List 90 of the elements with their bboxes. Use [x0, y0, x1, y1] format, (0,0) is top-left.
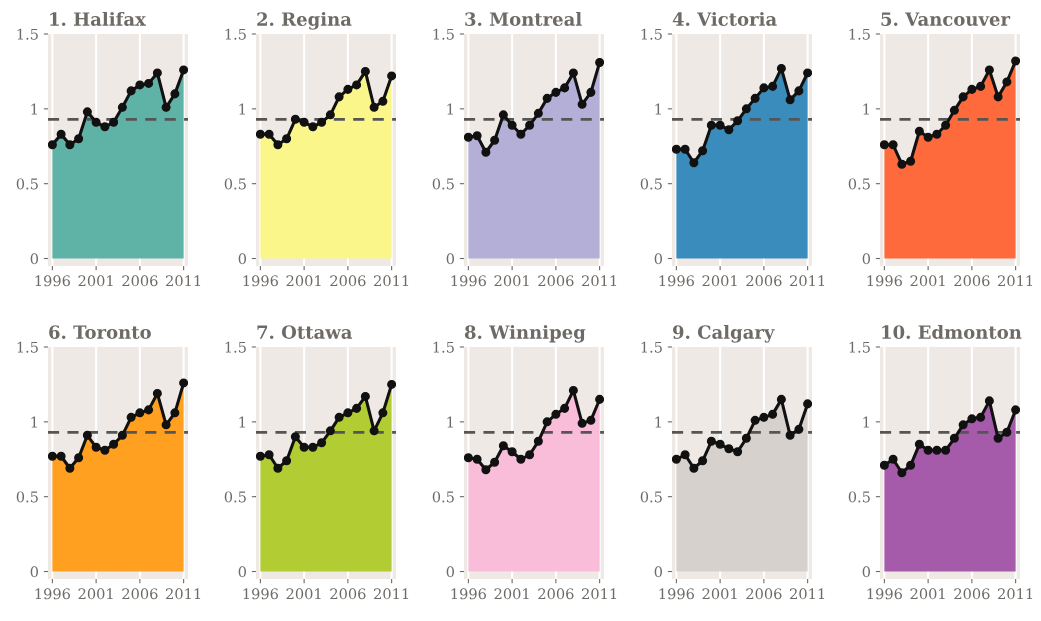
x-tick-label: 2001	[78, 275, 113, 287]
y-tick-label: 0.5	[16, 491, 38, 503]
y-tick-label: 1.5	[641, 341, 662, 353]
x-tick-label: 1996	[243, 588, 279, 600]
y-tick-label: 0.5	[224, 491, 246, 503]
y-tick-label: 1	[863, 103, 869, 115]
x-tick-label: 2001	[78, 588, 113, 600]
x-tick-label: 2006	[746, 275, 782, 287]
x-tick-label: 2011	[582, 275, 617, 287]
chart-title: 5. Vancouver	[881, 12, 1011, 26]
y-tick-label: 0.5	[224, 178, 246, 190]
chart-title: 9. Calgary	[672, 324, 775, 343]
x-tick-label: 1996	[867, 275, 903, 287]
y-tick-label: 0	[30, 253, 38, 265]
x-tick-label: 2011	[374, 275, 409, 287]
x-tick-label: 2006	[538, 275, 574, 287]
x-tick-label: 2011	[166, 588, 201, 600]
x-tick-label: 2006	[330, 588, 366, 600]
x-tick-label: 2011	[790, 588, 825, 600]
y-tick-label: 0	[30, 566, 38, 578]
y-tick-label: 1	[239, 103, 245, 115]
chart-title: 1. Halifax	[50, 11, 146, 26]
y-tick-label: 1.5	[17, 28, 38, 40]
x-tick-label: 2006	[330, 275, 366, 287]
y-tick-label: 0.5	[640, 491, 662, 503]
x-tick-label: 1996	[243, 275, 279, 287]
y-tick-label: 1	[239, 416, 245, 428]
y-tick-label: 1.5	[225, 28, 246, 40]
x-tick-label: 2011	[166, 275, 201, 287]
x-tick-label: 1996	[451, 588, 487, 600]
chart-title: 7. Ottawa	[257, 325, 353, 339]
x-tick-label: 2006	[122, 275, 158, 287]
y-tick-label: 0.5	[432, 178, 454, 190]
y-tick-label: 0.5	[16, 178, 38, 190]
y-tick-label: 0.5	[848, 491, 870, 503]
y-tick-label: 0	[654, 253, 662, 265]
y-tick-label: 1	[447, 103, 453, 115]
x-tick-label: 2006	[746, 588, 782, 600]
x-tick-label: 1996	[659, 588, 695, 600]
x-tick-label: 2001	[702, 275, 737, 287]
y-tick-label: 1	[655, 416, 661, 428]
y-tick-label: 1	[447, 416, 453, 428]
y-tick-label: 0	[654, 566, 662, 578]
x-tick-label: 1996	[867, 588, 903, 600]
x-tick-label: 2006	[954, 588, 990, 600]
y-tick-label: 0.5	[848, 178, 870, 190]
y-tick-label: 1.5	[433, 341, 454, 353]
x-tick-label: 2011	[374, 588, 409, 600]
x-tick-label: 1996	[659, 275, 695, 287]
x-tick-label: 2011	[998, 275, 1033, 287]
x-tick-label: 2001	[286, 275, 321, 287]
x-tick-label: 1996	[35, 588, 71, 600]
chart-title: 2. Regina	[257, 11, 352, 30]
x-tick-label: 2011	[998, 588, 1033, 600]
y-tick-label: 1.5	[17, 341, 38, 353]
y-tick-label: 0	[238, 253, 246, 265]
x-tick-label: 2006	[538, 588, 574, 600]
x-tick-label: 2006	[954, 275, 990, 287]
y-tick-label: 0.5	[432, 491, 454, 503]
y-tick-label: 1	[863, 416, 869, 428]
chart-title: 10. Edmonton	[882, 324, 1022, 339]
x-tick-label: 2011	[582, 588, 617, 600]
y-tick-label: 1.5	[225, 341, 246, 353]
y-tick-label: 1	[31, 416, 37, 428]
chart-title: 8. Winnipeg	[464, 324, 586, 343]
y-tick-label: 1.5	[849, 341, 870, 353]
y-tick-label: 0.5	[640, 178, 662, 190]
x-tick-label: 1996	[451, 275, 487, 287]
x-tick-label: 2011	[790, 275, 825, 287]
y-tick-label: 0	[446, 253, 454, 265]
x-tick-label: 1996	[35, 275, 71, 287]
y-tick-label: 0	[238, 566, 246, 578]
y-tick-label: 1.5	[641, 28, 662, 40]
x-tick-label: 2001	[910, 275, 945, 287]
chart-title: 6. Toronto	[49, 325, 151, 339]
y-tick-label: 0	[446, 566, 454, 578]
x-tick-label: 2001	[494, 588, 529, 600]
x-tick-label: 2001	[910, 588, 945, 600]
y-tick-label: 0	[862, 566, 870, 578]
y-tick-label: 1.5	[433, 28, 454, 40]
chart-title: 4. Victoria	[672, 11, 777, 26]
y-tick-label: 1.5	[849, 28, 870, 40]
x-tick-label: 2001	[494, 275, 529, 287]
y-tick-label: 0	[862, 253, 870, 265]
x-tick-label: 2001	[286, 588, 321, 600]
y-tick-label: 1	[31, 103, 37, 115]
chart-title: 3. Montreal	[465, 11, 582, 26]
x-tick-label: 2006	[122, 588, 158, 600]
x-tick-label: 2001	[702, 588, 737, 600]
y-tick-label: 1	[655, 103, 661, 115]
